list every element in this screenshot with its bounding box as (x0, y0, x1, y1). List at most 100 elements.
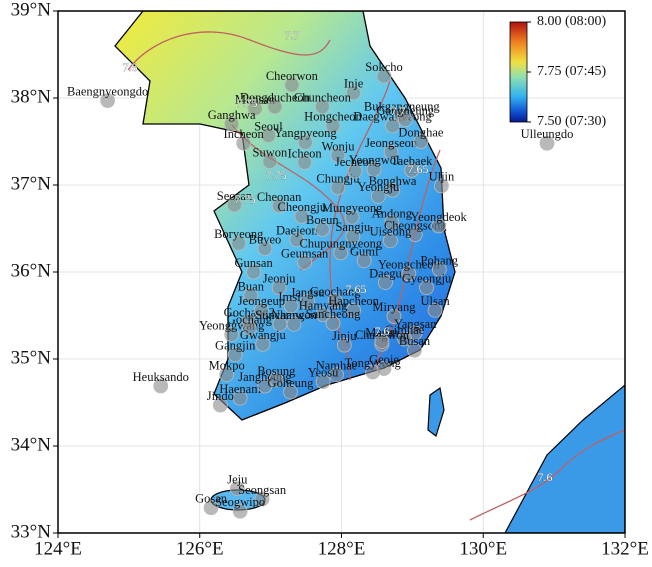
station-marker (376, 68, 392, 84)
y-tick-label: 34°N (11, 434, 52, 455)
station-marker (243, 288, 259, 303)
station-marker (224, 327, 240, 343)
station-label: Bukgangneung (364, 99, 440, 113)
station-marker (254, 491, 270, 507)
station-label: Yeongcheon (378, 258, 441, 272)
station-marker (431, 261, 447, 277)
station-label: Chuncheon (294, 91, 352, 105)
station-label: Sancheong (306, 307, 362, 321)
station-marker (271, 280, 287, 296)
station-label: Gangjin (215, 339, 256, 353)
station-marker (330, 148, 346, 163)
y-tick-label: 36°N (11, 260, 52, 281)
station-marker (345, 228, 361, 244)
station-marker (374, 334, 390, 350)
station-label: Imsil (278, 290, 304, 304)
station-label: Haenam (219, 382, 261, 396)
station-label: Namhae (316, 359, 358, 373)
station-marker (268, 372, 284, 388)
station-marker (346, 302, 361, 318)
station-marker (344, 209, 360, 225)
contour-label: 7.65 (346, 282, 367, 296)
station-marker (366, 161, 382, 177)
x-tick-label: 126°E (176, 538, 224, 559)
station-label: Seongsan (238, 483, 287, 497)
station-marker (297, 255, 313, 270)
station-label: Jeongeup (238, 294, 285, 308)
station-label: Bonghwa (369, 174, 417, 188)
station-label: Donghae (398, 125, 444, 139)
station-marker (247, 101, 263, 116)
colorbar-label: 8.00 (08:00) (537, 14, 607, 29)
station-label: Suwon (253, 145, 288, 159)
station-marker (153, 378, 169, 394)
station-label: Taebaek (391, 154, 433, 168)
station-label: Geochang (310, 285, 361, 299)
station-label: Ulsan (420, 294, 450, 308)
station-label: Yeongwol (349, 153, 400, 167)
contour-label: 7.8 (123, 60, 138, 74)
station-marker (294, 208, 310, 224)
station-marker (386, 308, 402, 324)
station-label: Hapcheon (328, 294, 379, 308)
station-marker (229, 481, 245, 497)
station-label: Sangju (335, 220, 370, 234)
station-marker (370, 188, 386, 204)
station-marker (346, 85, 361, 101)
station-label: Ulleungdo (521, 127, 574, 141)
station-label: Chupungnyeong (299, 237, 382, 251)
station-marker (232, 390, 248, 406)
station-label: Wonju (321, 139, 355, 153)
station-marker (284, 77, 300, 93)
x-tick-label: 124°E (34, 538, 82, 559)
station-label: Gunsan (235, 256, 274, 270)
station-label: Andong (372, 206, 413, 220)
station-label: Gumi (350, 245, 379, 259)
station-marker (257, 241, 273, 256)
station-label: Daejeon (276, 224, 318, 238)
station-label: Cheongsong (384, 218, 447, 232)
station-marker (397, 112, 413, 128)
station-marker (327, 293, 343, 309)
x-tick-label: 128°E (318, 538, 366, 559)
station-label: Yeongdeok (410, 210, 467, 224)
station-label: Seoul (254, 119, 283, 133)
station-label: Gangneung (376, 104, 434, 118)
station-marker (219, 367, 235, 383)
station-label: Yangpyeong (274, 126, 337, 140)
station-label: Jangsu (290, 285, 325, 299)
station-marker (224, 116, 240, 132)
station-label: Boeun (306, 213, 339, 227)
y-tick-label: 35°N (11, 347, 52, 368)
station-label: Mungyeong (322, 201, 383, 215)
station-label: Inje (344, 77, 364, 91)
station-marker (267, 99, 283, 115)
x-tick-label: 130°E (459, 538, 507, 559)
station-label: Baengnyeongdo (67, 84, 148, 98)
station-label: Seogwipo (215, 495, 265, 509)
station-marker (325, 118, 341, 134)
station-label: Hamyang (299, 299, 348, 313)
station-marker (383, 144, 399, 160)
colorbar-label: 7.50 (07:30) (537, 114, 607, 129)
station-marker (385, 118, 400, 134)
contour-label: 7.75 (235, 192, 256, 206)
station-marker (255, 336, 271, 352)
japan-land (504, 384, 625, 533)
station-marker (203, 500, 219, 516)
station-marker (539, 135, 555, 151)
land (114, 11, 625, 533)
station-marker (236, 135, 252, 151)
station-label: Goheung (268, 376, 315, 390)
station-marker (378, 275, 393, 290)
tsushima-island (427, 386, 445, 437)
contour-label: 7.7 (391, 104, 406, 118)
station-label: Buan (238, 279, 265, 293)
station-label: Daegu (369, 266, 402, 280)
station-label: Gwangju (240, 328, 287, 342)
station-label: Ganghwa (208, 108, 256, 122)
station-label: Gosan (195, 492, 228, 506)
station-marker (315, 307, 331, 323)
station-marker (300, 294, 315, 309)
